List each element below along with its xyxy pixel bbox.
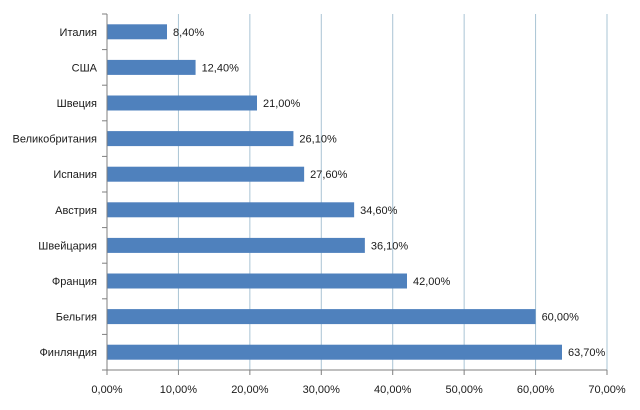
bar	[107, 59, 196, 75]
category-label: Швеция	[57, 98, 97, 110]
category-label: Финляндия	[39, 347, 97, 359]
x-tick-label: 30,00%	[303, 384, 341, 396]
category-label: Австрия	[55, 205, 97, 217]
bar	[107, 273, 407, 289]
category-label: Бельгия	[56, 312, 97, 324]
data-label: 27,60%	[310, 169, 348, 181]
x-tick-label: 10,00%	[160, 384, 198, 396]
category-label: США	[72, 62, 98, 74]
category-label: Великобритания	[13, 134, 98, 146]
x-tick-label: 0,00%	[91, 384, 122, 396]
bar	[107, 237, 365, 253]
bar	[107, 131, 294, 147]
value-labels: 8,40% 12,40% 21,00% 26,10% 27,60% 34,60% 36,10…	[173, 27, 606, 359]
y-axis	[102, 13, 108, 371]
data-label: 26,10%	[299, 134, 337, 146]
bar	[107, 95, 257, 111]
bar	[107, 166, 305, 182]
x-tick-label: 50,00%	[445, 384, 483, 396]
data-label: 8,40%	[173, 27, 204, 39]
bar	[107, 202, 355, 218]
data-label: 12,40%	[202, 62, 240, 74]
gridlines	[177, 14, 608, 370]
x-axis: 0,00% 10,00% 20,00% 30,00% 40,00% 50,00% 60,00…	[91, 369, 626, 396]
data-label: 60,00%	[542, 312, 580, 324]
category-label: Швейцария	[38, 240, 97, 252]
x-tick-label: 70,00%	[588, 384, 626, 396]
data-label: 36,10%	[371, 240, 409, 252]
data-label: 21,00%	[263, 98, 301, 110]
bars	[107, 24, 562, 360]
x-tick-label: 40,00%	[374, 384, 412, 396]
bar	[107, 24, 167, 40]
x-tick-label: 20,00%	[231, 384, 269, 396]
x-tick-label: 60,00%	[517, 384, 555, 396]
category-label: Италия	[60, 27, 98, 39]
category-label: Испания	[53, 169, 97, 181]
category-labels: Италия США Швеция Великобритания Испания Авст…	[13, 27, 98, 359]
bar	[107, 309, 536, 325]
bar	[107, 344, 562, 360]
data-label: 42,00%	[413, 276, 451, 288]
category-label: Франция	[52, 276, 97, 288]
data-label: 63,70%	[568, 347, 606, 359]
data-label: 34,60%	[360, 205, 398, 217]
